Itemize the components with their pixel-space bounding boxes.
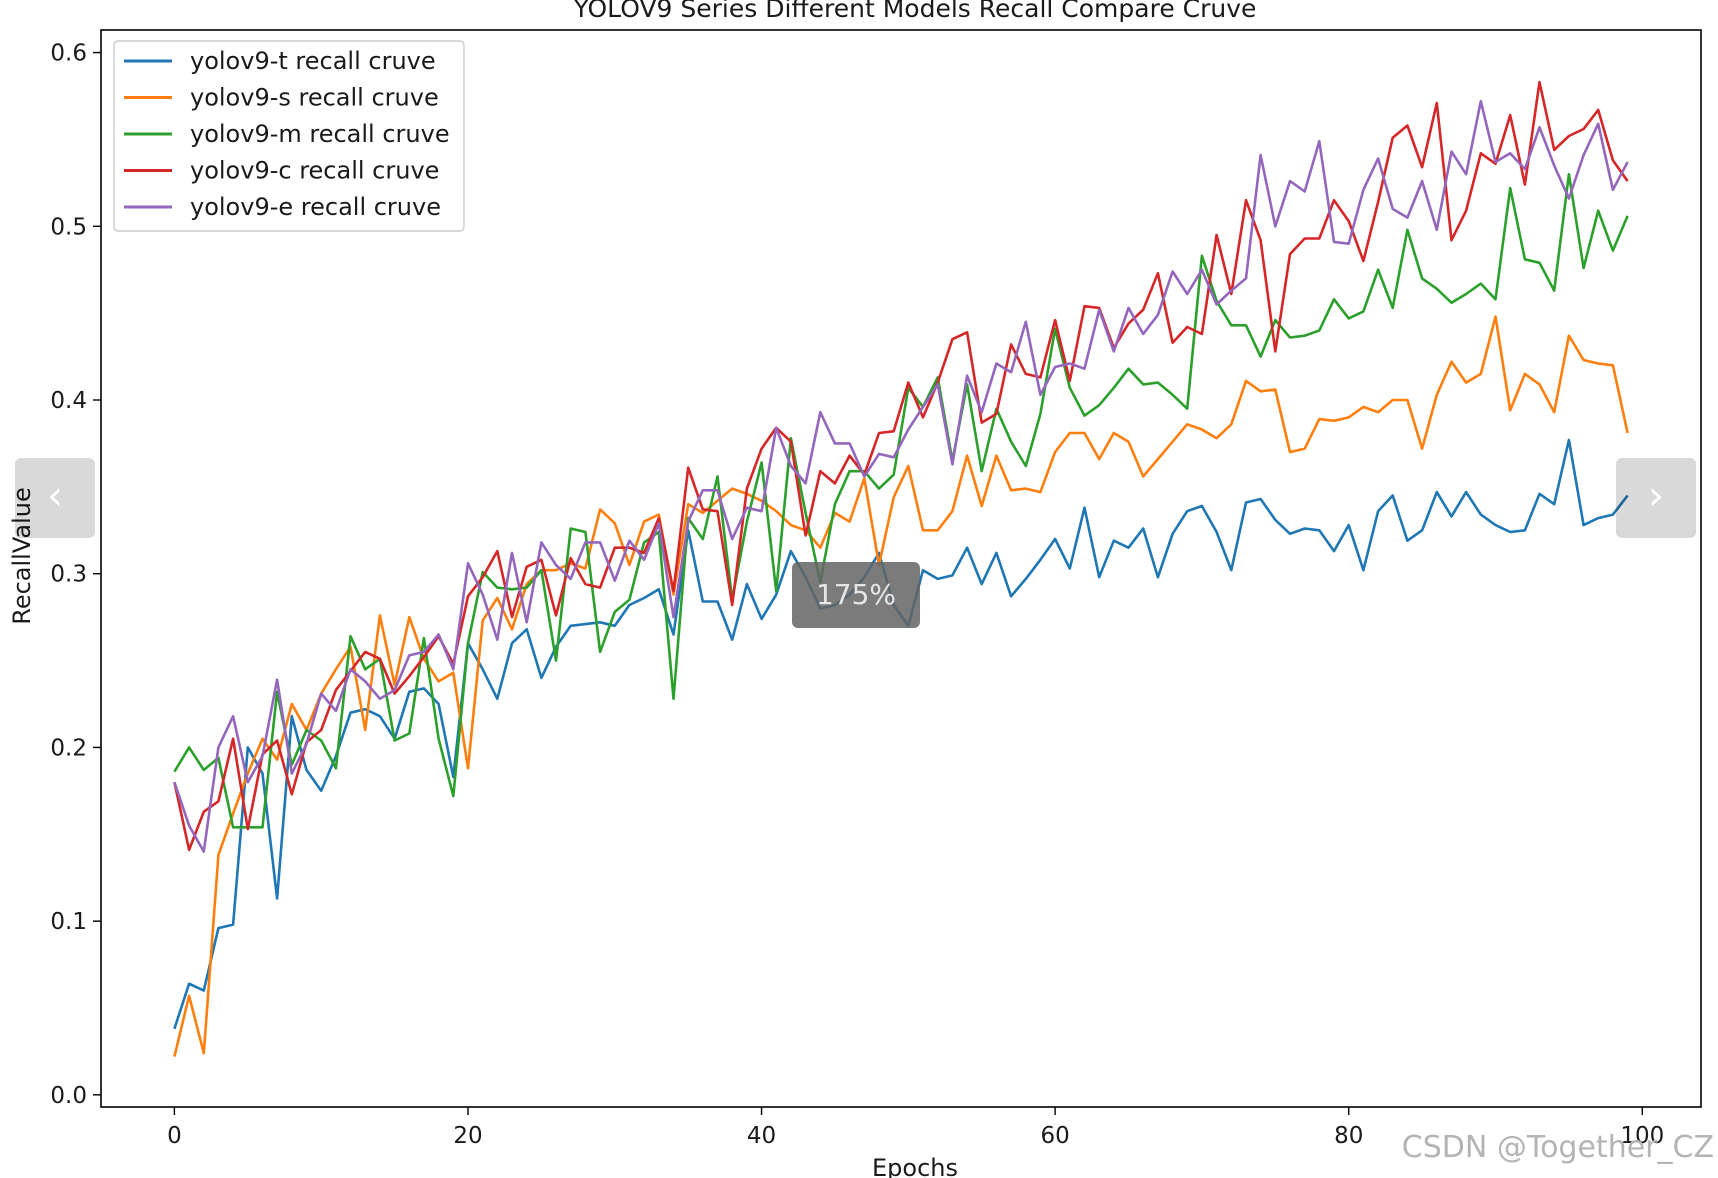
- x-tick-label: 20: [453, 1123, 482, 1149]
- legend-label: yolov9-s recall cruve: [190, 84, 439, 112]
- chevron-right-icon: ›: [1648, 473, 1664, 519]
- chart-title: YOLOV9 Series Different Models Recall Co…: [573, 0, 1257, 23]
- next-image-button[interactable]: ›: [1616, 458, 1696, 538]
- chevron-left-icon: ‹: [47, 473, 63, 519]
- x-tick-label: 100: [1620, 1123, 1664, 1149]
- legend-label: yolov9-t recall cruve: [190, 47, 436, 75]
- legend-label: yolov9-c recall cruve: [190, 157, 439, 185]
- y-tick-label: 0.5: [50, 214, 87, 240]
- previous-image-button[interactable]: ‹: [15, 458, 95, 538]
- series-line-2: [173, 315, 1629, 1057]
- axes: 0 20 40 60 80 100 0.0 0.1 0.2 0.3 0.4 0.5 0.6: [50, 41, 1664, 1149]
- x-tick-label: 40: [747, 1123, 776, 1149]
- y-tick-label: 0.4: [50, 388, 87, 414]
- x-axis-label: Epochs: [872, 1154, 958, 1178]
- legend-label: yolov9-m recall cruve: [190, 120, 450, 148]
- y-axis-label: RecallValue: [8, 487, 36, 625]
- watermark: CSDN @Together_CZ: [1401, 1130, 1714, 1165]
- legend-box: [113, 40, 465, 232]
- series-line-3: [173, 172, 1629, 829]
- y-tick-label: 0.0: [50, 1083, 87, 1109]
- series-line-4: [173, 80, 1629, 852]
- x-tick-label: 0: [167, 1123, 182, 1149]
- series-line-5: [173, 99, 1629, 853]
- y-tick-label: 0.6: [50, 41, 87, 67]
- y-tick-label: 0.2: [50, 735, 87, 761]
- legend-label: yolov9-e recall cruve: [190, 193, 441, 221]
- y-tick-label: 0.3: [50, 562, 87, 588]
- plot-frame: [100, 29, 1702, 1108]
- y-tick-label: 0.1: [50, 909, 87, 935]
- x-tick-label: 60: [1040, 1123, 1069, 1149]
- legend: yolov9-t recall cruve yolov9-s recall cru…: [113, 40, 465, 232]
- zoom-level-badge: 175%: [792, 562, 920, 628]
- x-tick-label: 80: [1334, 1123, 1363, 1149]
